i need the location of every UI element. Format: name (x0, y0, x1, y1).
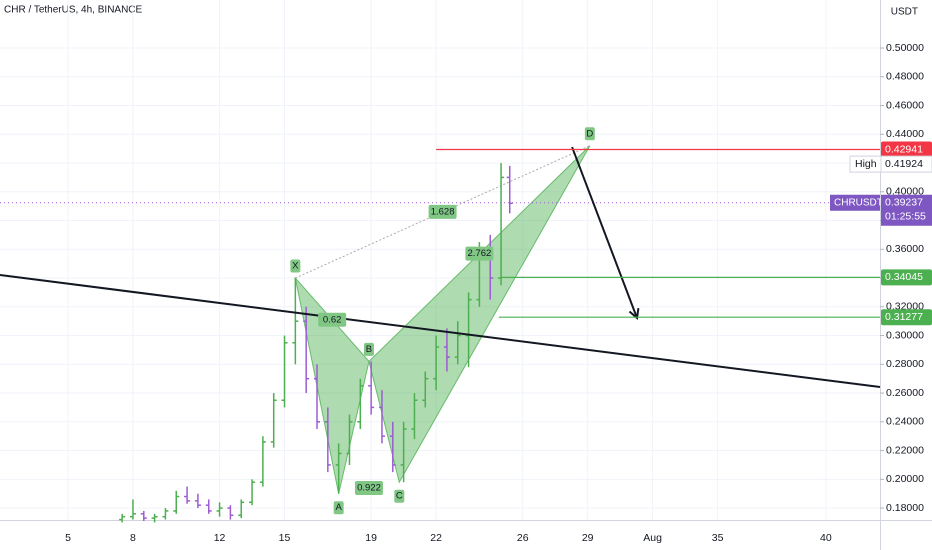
x-tick-label: 19 (365, 532, 377, 544)
x-tick-label: 15 (279, 532, 291, 544)
y-tick-label: 0.46000 (886, 99, 924, 111)
y-tick-label: 0.30000 (886, 329, 924, 341)
y-tick-label: 0.20000 (886, 473, 924, 485)
symbol-tag-box (830, 194, 880, 211)
x-tick-label: 26 (517, 532, 529, 544)
arrow-line (571, 146, 638, 319)
ratio-label: 1.628 (431, 206, 455, 217)
high-value: 0.41924 (885, 158, 923, 170)
countdown: 01:25:55 (885, 211, 926, 223)
ratio-box (318, 312, 347, 327)
last-price-box (881, 194, 932, 226)
level-label: 0.34045 (885, 271, 923, 283)
y-tick-label: 0.22000 (886, 444, 924, 456)
level-label: 0.31277 (885, 311, 923, 323)
y-tick-label: 0.24000 (886, 416, 924, 428)
x-tick-label: 5 (65, 532, 71, 544)
last-price: 0.39237 (885, 197, 923, 209)
pattern-label: B (366, 344, 372, 355)
pattern-label: D (586, 128, 593, 139)
pattern-label-box (584, 127, 595, 141)
pattern-label: C (396, 491, 403, 502)
arrow-head (628, 307, 640, 320)
trend-line (0, 274, 881, 389)
x-tick-label: Aug (643, 532, 662, 544)
pattern-label: X (292, 261, 299, 272)
y-tick-label: 0.48000 (886, 71, 924, 83)
x-tick-label: 12 (214, 532, 226, 544)
x-tick-label: 40 (820, 532, 832, 544)
level-tag (881, 141, 932, 158)
ratio-label: 2.762 (468, 248, 492, 259)
y-tick-label: 0.26000 (886, 387, 924, 399)
ratio-box (354, 480, 383, 495)
chart-title: CHR / TetherUS, 4h, BINANCE (4, 5, 143, 16)
high-value-box (880, 155, 932, 173)
y-tick-label: 0.28000 (886, 358, 924, 370)
y-axis-label: USDT (891, 7, 918, 18)
pattern-label-box (394, 489, 405, 503)
ratio-label: 0.62 (323, 314, 342, 325)
x-tick-label: 29 (582, 532, 594, 544)
y-tick-label: 0.36000 (886, 243, 924, 255)
pattern-label-box (363, 342, 374, 356)
pattern-label: A (335, 502, 342, 513)
y-tick-label: 0.40000 (886, 186, 924, 198)
y-tick-label: 0.50000 (886, 42, 924, 54)
y-tick-label: 0.18000 (886, 502, 924, 514)
level-label: 0.42941 (885, 143, 923, 155)
x-tick-label: 35 (712, 532, 724, 544)
ratio-label: 0.922 (357, 482, 381, 493)
pattern-label-box (290, 259, 301, 273)
x-tick-label: 8 (130, 532, 136, 544)
high-tag: High (855, 158, 877, 170)
pattern-label-box (333, 501, 344, 515)
level-tag (881, 309, 932, 326)
y-tick-label: 0.44000 (886, 128, 924, 140)
level-tag (881, 269, 932, 286)
x-tick-label: 22 (430, 532, 442, 544)
ratio-box (465, 246, 494, 261)
ratio-box (428, 204, 457, 219)
symbol-tag: CHRUSDT (834, 197, 883, 208)
